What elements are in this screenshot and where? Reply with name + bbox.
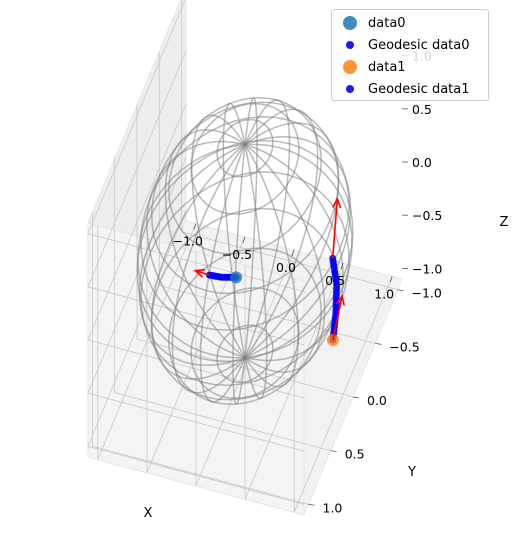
y-tick-mark <box>330 450 337 453</box>
x-axis-label: X <box>144 506 153 521</box>
vector-arrowhead <box>331 196 342 209</box>
legend-marker-data1 <box>343 60 357 74</box>
grid-line <box>87 50 187 287</box>
y-tick-mark <box>397 289 404 292</box>
grid-line <box>92 445 309 505</box>
z-tick-label: 0.5 <box>412 102 432 117</box>
legend-label-data0: data0 <box>368 15 406 31</box>
x-tick-mark <box>291 249 295 257</box>
data0-point <box>230 271 243 284</box>
vector-arrowhead <box>335 294 345 306</box>
sphere-meridian <box>222 102 246 358</box>
z-tick-label: 0.0 <box>412 155 432 170</box>
x-tick-label: −1.0 <box>173 234 203 249</box>
y-axis-label: Y <box>407 465 416 480</box>
axes-grid <box>87 0 398 513</box>
x-tick-mark <box>193 223 197 230</box>
sphere-meridian <box>244 108 319 358</box>
y-tick-label: 1.0 <box>323 500 343 515</box>
grid-line <box>87 0 186 234</box>
sphere-meridian <box>191 114 246 358</box>
sphere-wireframe <box>136 96 354 406</box>
sphere-meridian <box>150 144 246 380</box>
sphere-meridian <box>199 144 246 403</box>
sphere-meridian <box>244 143 344 362</box>
sphere-meridian <box>244 144 326 373</box>
y-tick-mark <box>352 396 360 399</box>
legend-item-geodesic-data0: Geodesic data0 <box>332 35 470 55</box>
data1-point <box>326 334 339 346</box>
x-tick-label: −0.5 <box>222 247 252 262</box>
x-tick-mark <box>340 263 344 270</box>
legend-label-data1: data1 <box>368 59 406 75</box>
x-tick-label: 0.5 <box>325 273 345 288</box>
vector-arrow <box>195 269 210 276</box>
legend-item-geodesic-data1: Geodesic data1 <box>332 79 470 99</box>
grid-line <box>87 286 305 346</box>
grid-line <box>87 103 187 341</box>
x-tick-label: 1.0 <box>374 286 394 301</box>
y-tick-label: −0.5 <box>389 339 419 354</box>
y-tick-label: −1.0 <box>412 286 442 301</box>
y-tick-label: 0.5 <box>345 447 365 462</box>
legend-label-geodesic-data0: Geodesic data0 <box>368 37 470 53</box>
vector-arrow <box>331 198 339 259</box>
vector-arrow <box>332 295 343 341</box>
sphere-meridian <box>244 99 291 358</box>
geodesic-point <box>205 271 213 279</box>
y-tick-label: 0.0 <box>367 393 387 408</box>
sphere-meridian <box>164 129 246 358</box>
grid-line <box>293 276 393 513</box>
legend-marker-geodesic-data0 <box>346 41 354 49</box>
z-tick-label: −1.0 <box>412 261 442 276</box>
legend-label-geodesic-data1: Geodesic data1 <box>368 81 470 97</box>
sphere-meridian <box>146 140 246 359</box>
x-tick-mark <box>242 236 246 243</box>
z-axis-label: Z <box>500 215 509 230</box>
sphere-meridian <box>244 136 352 359</box>
legend-marker-geodesic-data1 <box>346 85 354 93</box>
sphere-meridian <box>244 144 299 388</box>
legend-item-data1: data1 <box>332 57 406 77</box>
sphere-meridian <box>171 144 246 394</box>
grid-line <box>114 392 331 452</box>
x-tick-mark <box>389 276 393 283</box>
legend-marker-data0 <box>343 16 357 30</box>
chart-marks <box>193 196 345 346</box>
legend-item-data0: data0 <box>332 13 406 33</box>
x-tick-label: 0.0 <box>276 260 296 275</box>
grid-line <box>87 233 305 293</box>
sphere-meridian <box>244 122 340 358</box>
sphere-meridian <box>244 143 353 359</box>
z-tick-label: −0.5 <box>412 208 442 223</box>
y-tick-mark <box>308 503 315 506</box>
y-tick-mark <box>375 342 382 345</box>
vector-arrowhead <box>193 268 206 278</box>
geodesic-point <box>329 254 337 262</box>
legend: data0 Geodesic data0 data1 Geodesic data… <box>331 9 489 101</box>
